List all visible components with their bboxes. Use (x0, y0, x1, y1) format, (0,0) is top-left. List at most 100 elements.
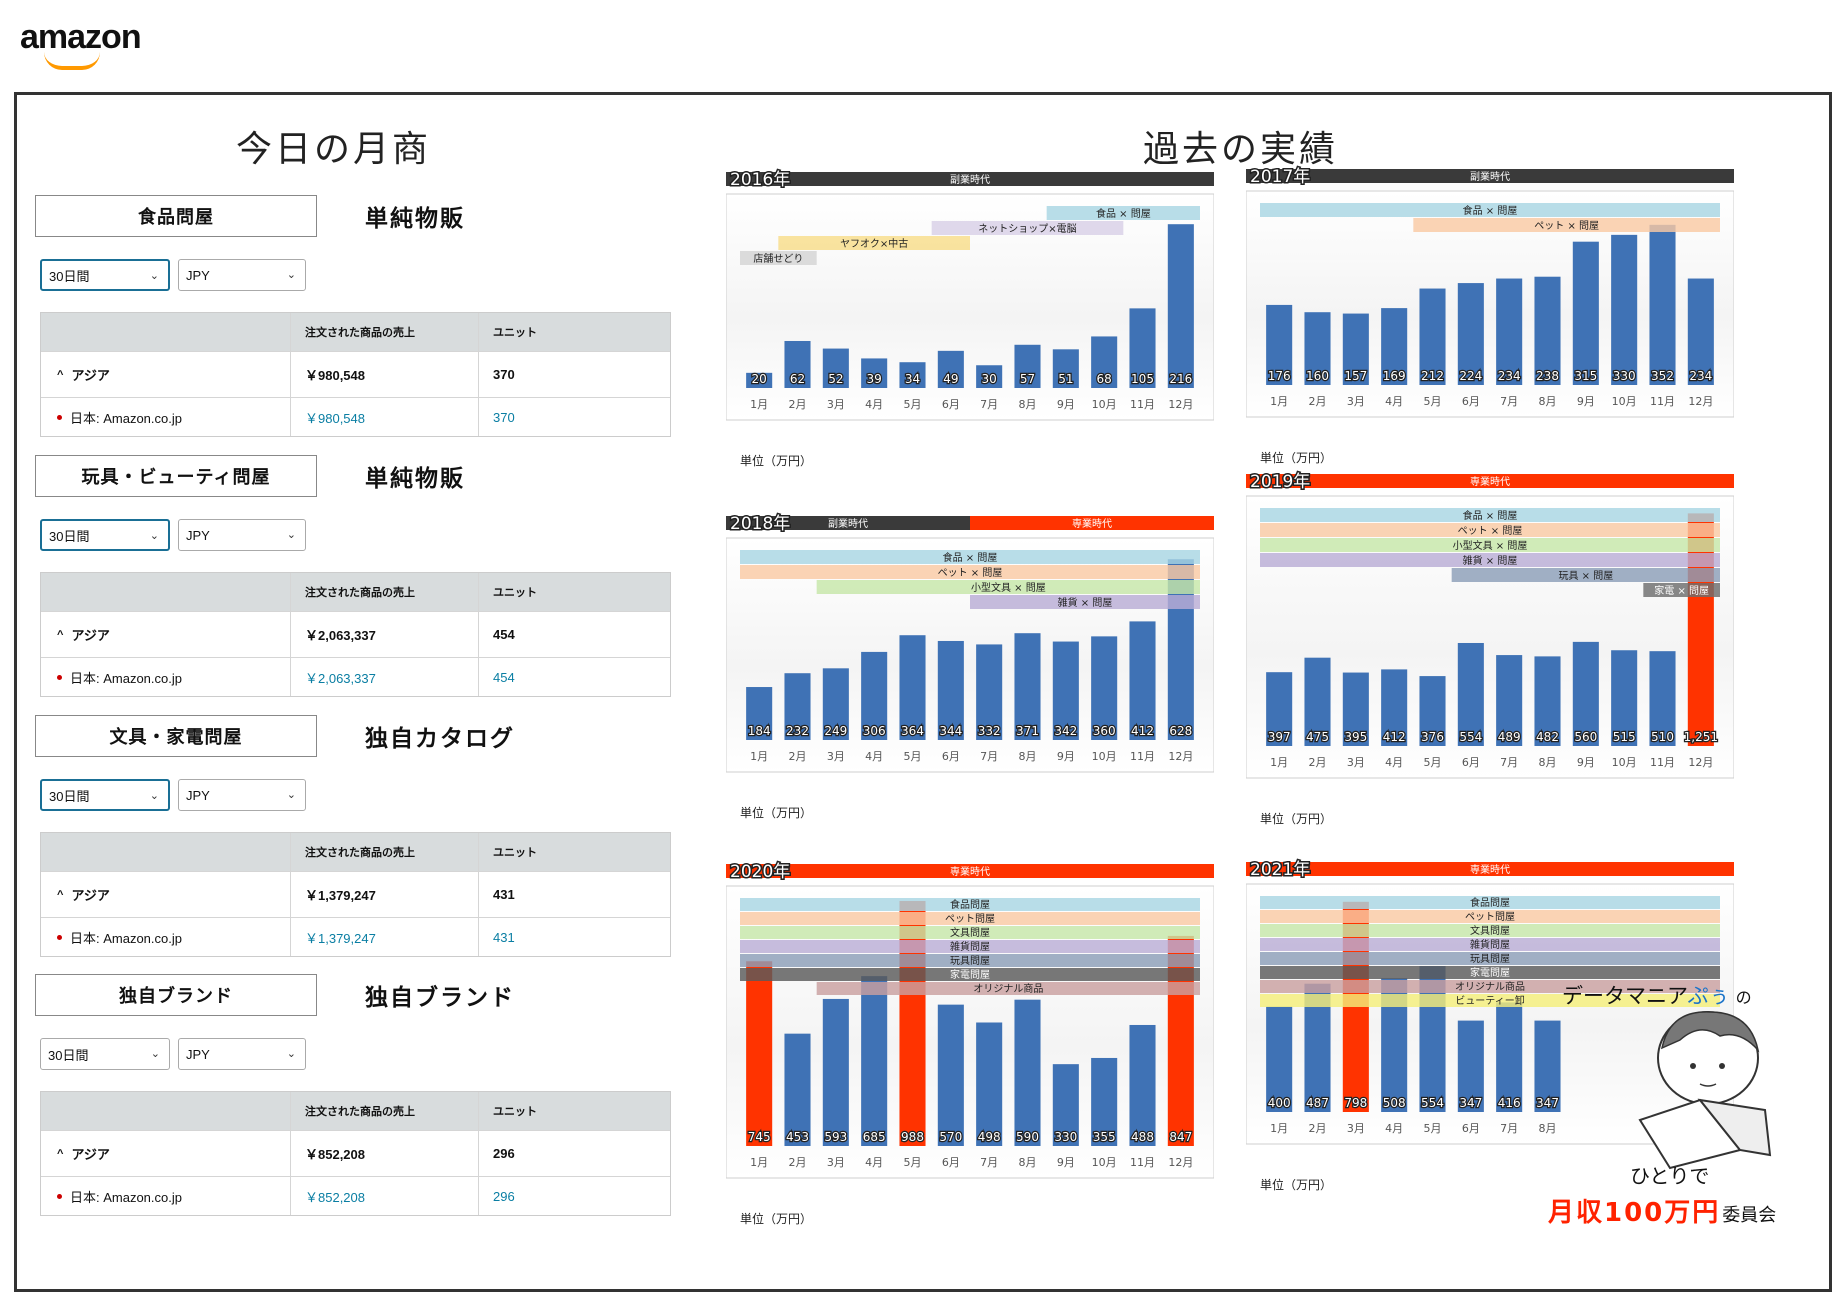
band (740, 898, 1200, 911)
chevron-down-icon: ⌄ (286, 269, 296, 281)
jp-sales[interactable]: ￥852,208 (291, 1177, 479, 1215)
table-row-asia[interactable]: ^ アジア ￥980,548 370 (41, 351, 670, 397)
band (1260, 538, 1720, 552)
category-kind: 独自カタログ (365, 726, 515, 752)
band (1413, 218, 1720, 232)
bar-10月 (1091, 1057, 1118, 1146)
currency-select[interactable]: JPY ⌄ (178, 259, 306, 291)
data-label: 176 (1268, 369, 1291, 383)
market-cell: 日本: Amazon.co.jp (41, 918, 291, 956)
tick-label: 2月 (1309, 756, 1327, 769)
table-row-japan[interactable]: 日本: Amazon.co.jp ￥1,379,247 431 (41, 917, 670, 956)
data-label: 160 (1306, 369, 1329, 383)
band-label: 食品 × 問屋 (1463, 509, 1518, 522)
year-label: 2021年 (1250, 860, 1310, 880)
tick-label: 10月 (1612, 395, 1637, 408)
period-select[interactable]: 30日間 ⌄ (40, 519, 170, 551)
data-label: 30 (982, 372, 997, 386)
tick-label: 7月 (1500, 1122, 1518, 1135)
tick-label: 1月 (750, 750, 768, 763)
mascot-caption-1a: データマニア (1562, 984, 1688, 1008)
jp-sales[interactable]: ￥2,063,337 (291, 658, 479, 696)
red-dot-icon (57, 1193, 62, 1199)
header-sales: 注文された商品の売上 (291, 833, 479, 871)
tick-label: 8月 (1019, 398, 1037, 411)
band-label: ネットショップ×電脳 (978, 223, 1076, 235)
mascot-caption-1b: ぷぅ (1687, 984, 1730, 1008)
bar-2月 (784, 340, 811, 388)
data-label: 554 (1421, 1096, 1444, 1110)
jp-units[interactable]: 370 (493, 409, 515, 425)
table-row-asia[interactable]: ^ アジア ￥2,063,337 454 (41, 611, 670, 657)
tick-label: 10月 (1092, 1156, 1117, 1169)
tick-label: 5月 (1424, 756, 1442, 769)
currency-select[interactable]: JPY ⌄ (178, 779, 306, 811)
bar-8月 (1014, 344, 1041, 388)
data-label: 20 (752, 372, 767, 386)
chevron-down-icon: ⌄ (286, 789, 296, 801)
region-label: アジア (71, 1147, 110, 1162)
band-label: ペット問屋 (1465, 911, 1515, 923)
mascot-caption-3: 月収100万円 委員会 (1548, 1192, 1776, 1229)
band (1260, 553, 1720, 567)
tick-label: 2月 (789, 398, 807, 411)
jp-sales[interactable]: ￥980,548 (291, 398, 479, 436)
bar-5月 (899, 362, 926, 388)
data-label: 487 (1306, 1096, 1329, 1110)
period-label: 専業時代 (1072, 517, 1112, 530)
data-label: 489 (1498, 730, 1521, 744)
currency-select-value: JPY (186, 1046, 210, 1062)
data-label: 560 (1574, 730, 1597, 744)
data-label: 342 (1054, 724, 1077, 738)
band-label: 小型文具 × 問屋 (971, 581, 1046, 594)
tick-label: 11月 (1130, 398, 1155, 411)
caret-up-icon: ^ (57, 628, 64, 641)
band-label: 食品 × 問屋 (943, 551, 998, 564)
unit-label: 単位（万円） (1260, 451, 1333, 465)
band (1643, 583, 1720, 597)
data-label: 212 (1421, 369, 1444, 383)
currency-select[interactable]: JPY ⌄ (178, 519, 306, 551)
data-label: 400 (1268, 1096, 1291, 1110)
chart-2018年: 副業時代 専業時代 2018年 食品 × 問屋 ペット × 問屋 小型文具 × 問屋 雑貨 … (725, 508, 1215, 848)
period-select[interactable]: 30日間 ⌄ (40, 259, 170, 291)
table-row-japan[interactable]: 日本: Amazon.co.jp ￥2,063,337 454 (41, 657, 670, 696)
data-label: 798 (1344, 1096, 1367, 1110)
bar-7月 (976, 365, 1003, 388)
jp-units[interactable]: 296 (493, 1188, 515, 1204)
data-label: 157 (1344, 369, 1367, 383)
data-label: 234 (1498, 369, 1521, 383)
jp-units[interactable]: 454 (493, 669, 515, 685)
band (1260, 938, 1720, 951)
chevron-down-icon: ⌄ (149, 270, 159, 282)
bar-12月 (1687, 278, 1714, 385)
jp-units[interactable]: 431 (493, 929, 515, 945)
category-kind: 単純物販 (365, 466, 465, 492)
market-cell: 日本: Amazon.co.jp (41, 1177, 291, 1215)
band-label: 雑貨 × 問屋 (1058, 596, 1113, 609)
year-label: 2018年 (730, 514, 790, 534)
currency-select-value: JPY (186, 787, 210, 803)
asia-sales: ￥852,208 (291, 1131, 479, 1176)
currency-select[interactable]: JPY ⌄ (178, 1038, 306, 1070)
period-select[interactable]: 30日間 ⌄ (40, 779, 170, 811)
data-label: 62 (790, 372, 805, 386)
table-row-asia[interactable]: ^ アジア ￥1,379,247 431 (41, 871, 670, 917)
chart-2019年: 専業時代 2019年 食品 × 問屋 ペット × 問屋 小型文具 × 問屋 雑貨 × 問屋… (1245, 466, 1735, 854)
tick-label: 8月 (1019, 1156, 1037, 1169)
category-name-box: 食品問屋 (35, 195, 317, 237)
jp-sales[interactable]: ￥1,379,247 (291, 918, 479, 956)
bar-8月 (1014, 999, 1041, 1146)
table-row-japan[interactable]: 日本: Amazon.co.jp ￥980,548 370 (41, 397, 670, 436)
table-row-japan[interactable]: 日本: Amazon.co.jp ￥852,208 296 (41, 1176, 670, 1215)
band (1260, 508, 1720, 522)
bar-10月 (1611, 234, 1638, 385)
band (1260, 952, 1720, 965)
period-label: 専業時代 (950, 865, 990, 878)
bar-1月 (746, 961, 773, 1146)
band (1260, 523, 1720, 537)
period-select[interactable]: 30日間 ⌄ (40, 1038, 170, 1070)
chevron-down-icon: ⌄ (286, 529, 296, 541)
table-row-asia[interactable]: ^ アジア ￥852,208 296 (41, 1130, 670, 1176)
data-label: 355 (1093, 1130, 1116, 1144)
